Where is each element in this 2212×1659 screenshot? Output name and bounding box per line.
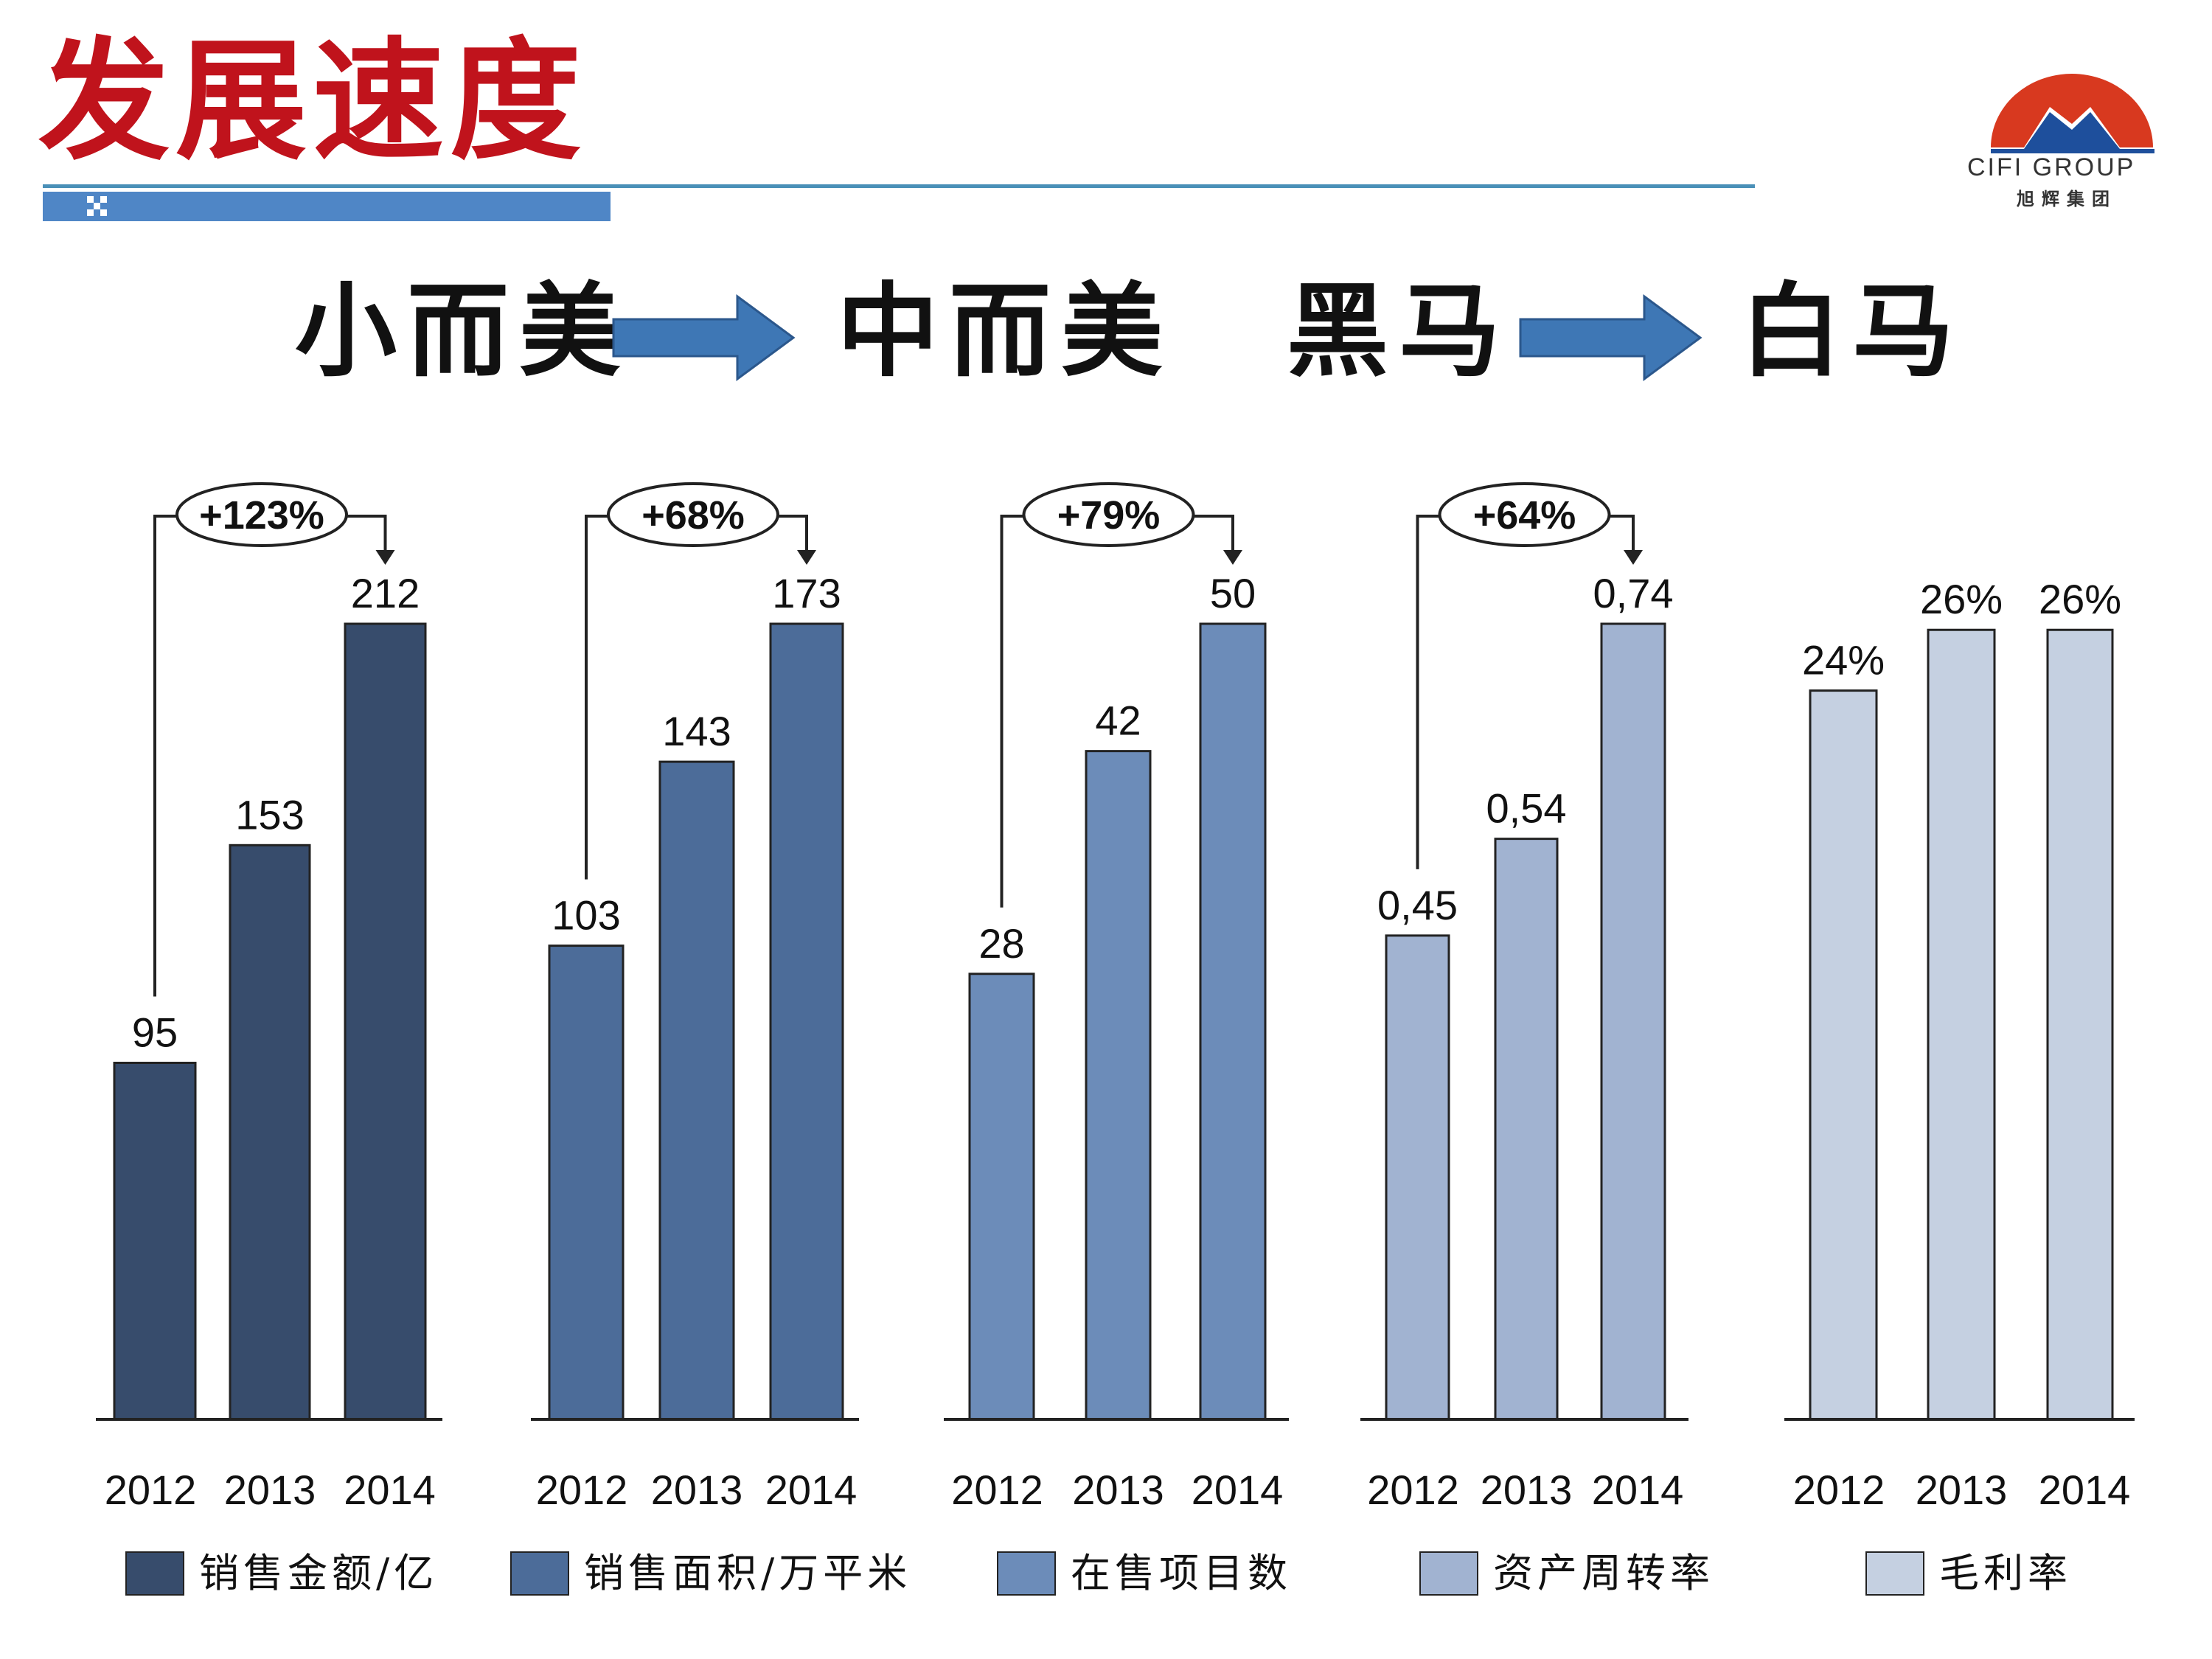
tick-label: 2012 bbox=[105, 1467, 197, 1513]
bar bbox=[548, 945, 625, 1421]
title-rule bbox=[43, 184, 1755, 188]
data-label: 0,74 bbox=[1593, 570, 1674, 616]
growth-label: +79% bbox=[1057, 493, 1161, 538]
data-label: 0,54 bbox=[1486, 785, 1567, 832]
page-title: 发展速度 bbox=[38, 24, 587, 178]
mountain-logo-icon bbox=[1991, 74, 2154, 153]
bar bbox=[769, 622, 844, 1421]
bar bbox=[1494, 838, 1559, 1421]
logo-subtext: 旭辉集团 bbox=[2017, 189, 2117, 209]
bar bbox=[658, 760, 735, 1421]
growth-badge bbox=[175, 482, 348, 547]
tick-label: 2013 bbox=[651, 1467, 743, 1513]
legend-swatch bbox=[510, 1551, 569, 1596]
bar bbox=[1927, 628, 1996, 1421]
bar bbox=[344, 622, 427, 1421]
tick-label: 2012 bbox=[1793, 1467, 1885, 1513]
data-label: 26% bbox=[1920, 576, 2003, 622]
checker-icon bbox=[87, 196, 107, 216]
logo-text: CIFI GROUP bbox=[1967, 153, 2136, 181]
tick-label: 2013 bbox=[1481, 1467, 1573, 1513]
growth-connector bbox=[585, 515, 808, 880]
tick-label: 2014 bbox=[344, 1467, 436, 1513]
data-label: 0,45 bbox=[1377, 882, 1458, 928]
tick-label: 2012 bbox=[951, 1467, 1043, 1513]
data-label: 50 bbox=[1210, 570, 1256, 616]
data-label: 26% bbox=[2039, 576, 2121, 622]
tick-label: 2012 bbox=[1367, 1467, 1459, 1513]
tick-label: 2013 bbox=[1916, 1467, 2008, 1513]
arrowhead-icon bbox=[1223, 550, 1242, 565]
legend-label: 毛利率 bbox=[1939, 1550, 2072, 1596]
legend-label: 销售金额/亿 bbox=[199, 1550, 439, 1596]
title-band bbox=[43, 192, 611, 221]
tick-label: 2014 bbox=[2039, 1467, 2131, 1513]
data-label: 24% bbox=[1802, 637, 1885, 684]
growth-badge bbox=[1022, 482, 1195, 547]
bar bbox=[2046, 628, 2114, 1421]
arrowhead-icon bbox=[1624, 550, 1643, 565]
tagline-small-beauty: 小而美 bbox=[295, 271, 632, 391]
data-label: 28 bbox=[978, 920, 1024, 967]
legend-swatch bbox=[1865, 1551, 1924, 1596]
right-arrow-icon bbox=[1519, 294, 1703, 381]
growth-connector bbox=[1000, 515, 1234, 908]
data-label: 153 bbox=[235, 791, 304, 838]
data-label: 173 bbox=[772, 570, 841, 616]
bar bbox=[1085, 750, 1152, 1421]
legend-swatch bbox=[125, 1551, 184, 1596]
legend-swatch bbox=[997, 1551, 1056, 1596]
tick-label: 2014 bbox=[1192, 1467, 1284, 1513]
data-label: 212 bbox=[351, 570, 420, 616]
data-label: 103 bbox=[552, 892, 620, 939]
tagline-mid-beauty: 中而美 bbox=[837, 271, 1174, 391]
legend-label: 资产周转率 bbox=[1493, 1550, 1714, 1596]
arrowhead-icon bbox=[375, 550, 395, 565]
bar bbox=[1600, 622, 1666, 1421]
growth-label: +68% bbox=[641, 493, 745, 538]
bar bbox=[1199, 622, 1267, 1421]
bar bbox=[968, 973, 1035, 1421]
legend-swatch bbox=[1419, 1551, 1478, 1596]
tick-label: 2012 bbox=[536, 1467, 628, 1513]
bar bbox=[229, 844, 311, 1421]
bar bbox=[113, 1061, 197, 1421]
tick-label: 2013 bbox=[224, 1467, 316, 1513]
bar bbox=[1809, 689, 1878, 1421]
tick-label: 2013 bbox=[1072, 1467, 1164, 1513]
data-label: 42 bbox=[1095, 698, 1141, 744]
growth-badge bbox=[1438, 482, 1611, 547]
tagline-dark-horse: 黑马 bbox=[1287, 271, 1512, 391]
growth-connector bbox=[1416, 515, 1635, 869]
data-label: 95 bbox=[132, 1009, 178, 1055]
right-arrow-icon bbox=[612, 294, 796, 381]
growth-label: +64% bbox=[1473, 493, 1576, 538]
growth-label: +123% bbox=[199, 493, 324, 538]
legend-label: 在售项目数 bbox=[1071, 1550, 1292, 1596]
bar bbox=[1385, 934, 1450, 1421]
legend-label: 销售面积/万平米 bbox=[584, 1550, 912, 1596]
tick-label: 2014 bbox=[1592, 1467, 1684, 1513]
growth-badge bbox=[607, 482, 779, 547]
growth-connector bbox=[153, 515, 387, 997]
data-label: 143 bbox=[662, 708, 731, 754]
arrowhead-icon bbox=[797, 550, 816, 565]
tagline-white-horse: 白马 bbox=[1740, 271, 1965, 391]
tick-label: 2014 bbox=[765, 1467, 858, 1513]
